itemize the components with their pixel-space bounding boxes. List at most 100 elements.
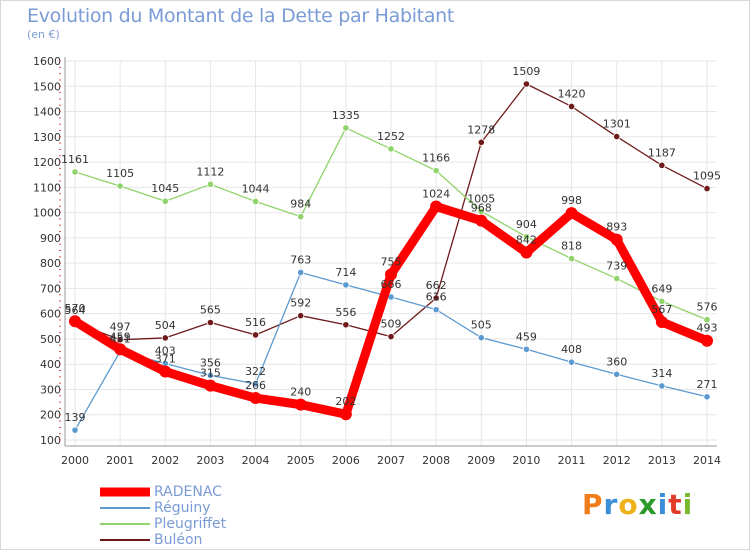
- data-point: [251, 197, 260, 206]
- data-label: 567: [651, 303, 672, 316]
- data-label: 592: [290, 297, 311, 310]
- data-point: [522, 233, 531, 241]
- data-label: 842: [516, 234, 537, 247]
- data-label: 505: [471, 319, 492, 332]
- data-point: [342, 124, 350, 132]
- data-point: [432, 294, 440, 302]
- data-point: [69, 315, 81, 328]
- data-label: 315: [200, 367, 221, 380]
- data-label: 1112: [196, 165, 224, 178]
- data-label: 1278: [467, 123, 495, 136]
- y-tick-label: 200: [40, 409, 61, 422]
- data-point: [297, 312, 305, 320]
- legend-item-réguiny: Réguiny: [100, 500, 300, 516]
- data-point: [701, 334, 713, 347]
- data-label: 998: [561, 194, 582, 207]
- chart-title: Evolution du Montant de la Dette par Hab…: [27, 5, 455, 27]
- y-tick-label: 300: [40, 383, 61, 396]
- data-point: [206, 180, 215, 188]
- data-point: [204, 379, 217, 392]
- data-point: [613, 274, 621, 283]
- data-label: 1045: [151, 182, 179, 195]
- data-point: [251, 380, 260, 388]
- data-point: [206, 318, 215, 327]
- data-label: 504: [155, 319, 176, 332]
- logo-letter: P: [582, 488, 604, 521]
- data-point: [387, 333, 395, 341]
- data-point: [385, 268, 397, 281]
- data-point: [430, 200, 443, 213]
- data-label: 739: [606, 260, 627, 273]
- logo-letter: r: [603, 488, 619, 521]
- x-tick-label: 2006: [332, 454, 360, 467]
- data-label: 649: [651, 282, 672, 295]
- x-tick-label: 2013: [648, 454, 676, 467]
- data-label: 1024: [422, 188, 450, 201]
- x-tick-label: 2008: [422, 454, 450, 467]
- data-label: 266: [245, 379, 266, 392]
- data-point: [116, 182, 124, 190]
- data-label: 1005: [467, 192, 495, 205]
- data-label: 271: [697, 378, 718, 391]
- y-tick-label: 500: [40, 333, 61, 346]
- data-label: 371: [155, 353, 176, 366]
- data-point: [297, 268, 305, 277]
- data-point: [477, 138, 485, 146]
- data-point: [251, 331, 260, 339]
- y-tick-label: 1100: [33, 181, 61, 194]
- data-label: 616: [426, 291, 447, 304]
- data-label: 1105: [106, 167, 134, 180]
- data-label: 564: [65, 304, 86, 317]
- data-point: [655, 316, 668, 329]
- data-point: [116, 336, 124, 344]
- x-tick-label: 2010: [512, 454, 540, 467]
- data-point: [658, 297, 666, 305]
- data-label: 1187: [648, 146, 676, 159]
- data-point: [477, 207, 485, 215]
- data-point: [387, 145, 395, 153]
- data-label: 565: [200, 304, 221, 317]
- data-point: [249, 392, 262, 405]
- data-point: [294, 398, 307, 411]
- data-label: 1420: [558, 87, 586, 100]
- data-label: 570: [65, 302, 86, 315]
- legend-item-buléon: Buléon: [100, 532, 300, 548]
- x-tick-label: 2012: [603, 454, 631, 467]
- axes: 1002003004005006007008009001000110012001…: [33, 55, 721, 467]
- data-point: [159, 365, 172, 378]
- data-point: [520, 246, 533, 259]
- data-point: [342, 281, 350, 289]
- x-tick-label: 2005: [287, 454, 315, 467]
- data-label: 1335: [332, 109, 360, 122]
- y-tick-label: 1400: [33, 106, 61, 119]
- legend-swatch: [100, 487, 150, 497]
- data-point: [703, 316, 711, 324]
- legend-swatch: [100, 539, 150, 541]
- data-label: 202: [335, 395, 356, 408]
- logo-letter: x: [638, 488, 658, 521]
- y-tick-label: 400: [40, 358, 61, 371]
- legend-label: RADENAC: [154, 484, 222, 500]
- data-point: [432, 306, 440, 314]
- data-label: 360: [606, 355, 627, 368]
- y-tick-label: 1600: [33, 55, 61, 68]
- data-point: [71, 426, 79, 434]
- data-point: [161, 197, 169, 205]
- data-label: 556: [335, 306, 356, 319]
- x-tick-label: 2009: [467, 454, 495, 467]
- data-label: 755: [381, 256, 402, 269]
- data-point: [522, 80, 531, 88]
- y-tick-label: 1500: [33, 80, 61, 93]
- y-tick-label: 900: [40, 232, 61, 245]
- logo-letter: o: [618, 488, 639, 521]
- data-point: [161, 334, 169, 342]
- legend-item-radenac: RADENAC: [100, 484, 300, 500]
- data-label: 408: [561, 343, 582, 356]
- series-group: [69, 80, 713, 434]
- legend-label: Réguiny: [154, 500, 211, 516]
- data-label: 1161: [61, 153, 89, 166]
- legend-swatch: [100, 523, 150, 525]
- data-point: [475, 214, 488, 227]
- data-point: [658, 382, 666, 390]
